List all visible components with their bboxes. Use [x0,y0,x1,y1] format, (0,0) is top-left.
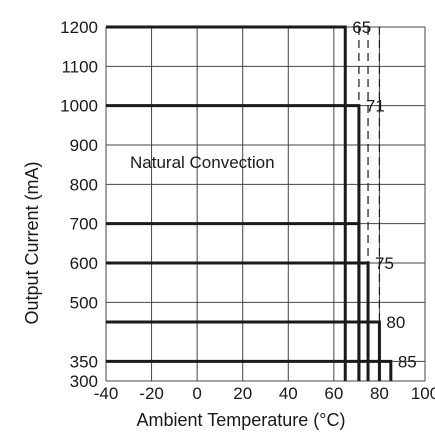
x-tick-label: 60 [324,384,343,403]
reference-lines [344,27,381,381]
x-tick-label: -40 [94,384,119,403]
curve-labels: 65 71 75 80 85 [352,18,416,371]
x-tick-label: 80 [370,384,389,403]
series-layer [106,25,393,381]
curve-temp-label: 71 [366,97,385,116]
y-tick-label: 1000 [60,97,98,116]
y-tick-label: 1100 [61,57,98,76]
y-tick-label: 600 [70,254,98,273]
y-tick-label: 350 [70,352,98,371]
derating-curve [106,261,370,381]
derating-curve [106,222,361,381]
x-axis-title: Ambient Temperature (°C) [137,410,346,430]
y-axis-title: Output Current (mA) [22,161,42,324]
x-tick-label: 100 [411,384,435,403]
derating-curve [106,359,393,381]
y-tick-label: 300 [70,372,98,391]
derating-curve [106,104,361,381]
x-tick-label: 40 [279,384,298,403]
y-tick-label: 1200 [60,18,98,37]
curve-temp-label: 65 [352,18,371,37]
y-tick-label: 900 [70,136,98,155]
derating-curve [106,25,347,381]
grid-layer [105,26,426,382]
x-tick-label: -20 [139,384,164,403]
natural-convection-label: Natural Convection [130,153,275,172]
curve-temp-label: 80 [386,313,405,332]
y-tick-label: 700 [70,215,98,234]
x-tick-label: 0 [192,384,201,403]
y-tick-label: 500 [70,293,98,312]
curve-temp-label: 75 [375,254,394,273]
curve-temp-label: 85 [398,352,417,371]
x-tick-label: 20 [233,384,252,403]
y-tick-label: 800 [70,175,98,194]
